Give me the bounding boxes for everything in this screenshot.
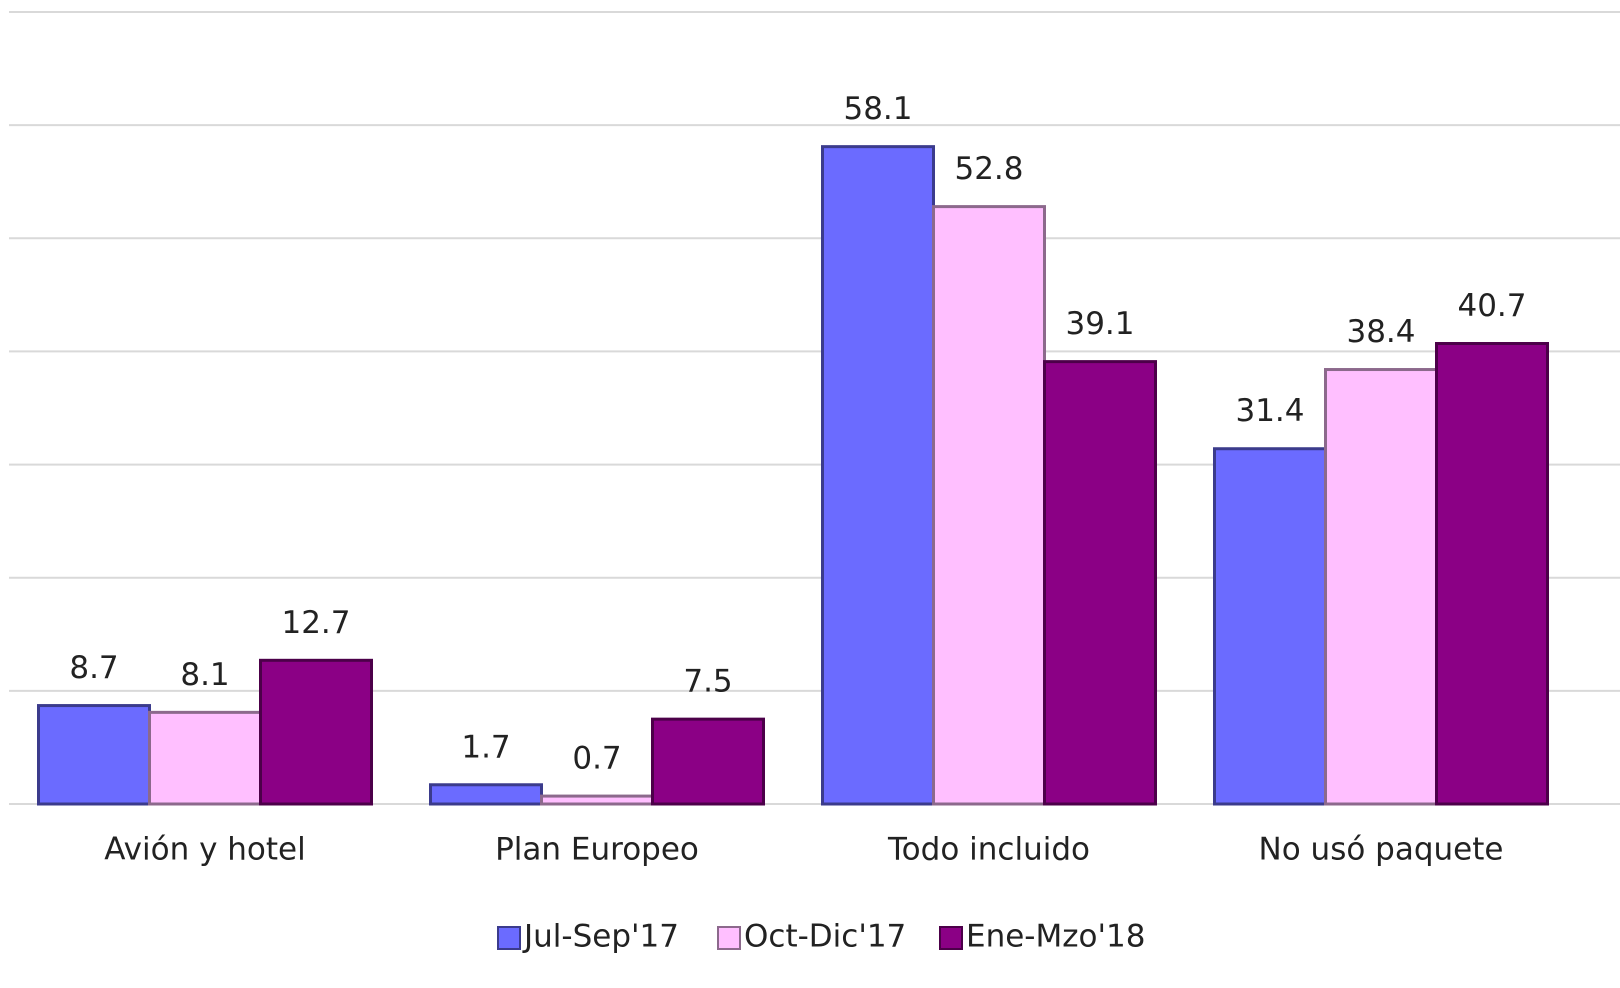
data-label: 52.8 — [954, 151, 1023, 187]
data-label: 40.7 — [1457, 288, 1526, 324]
x-tick-label: Todo incluido — [887, 832, 1090, 868]
bar — [37, 704, 151, 806]
legend-swatch — [497, 926, 521, 950]
bar — [540, 794, 654, 806]
data-label: 0.7 — [572, 741, 621, 777]
legend-swatch — [717, 926, 741, 950]
bar — [259, 658, 373, 806]
bar — [932, 205, 1046, 806]
bar — [429, 783, 543, 806]
data-label: 58.1 — [843, 91, 912, 127]
bar — [148, 710, 262, 806]
bar — [651, 717, 765, 806]
legend-label: Ene-Mzo'18 — [966, 919, 1145, 955]
data-label: 38.4 — [1346, 314, 1415, 350]
data-label: 31.4 — [1235, 393, 1304, 429]
data-label: 7.5 — [683, 664, 732, 700]
data-label: 8.7 — [69, 650, 118, 686]
data-label: 8.1 — [180, 657, 229, 693]
data-label: 1.7 — [461, 729, 510, 765]
bar — [1324, 368, 1438, 806]
bar — [1435, 342, 1549, 806]
bar — [821, 145, 935, 806]
legend-swatch — [939, 926, 963, 950]
x-tick-label: Avión y hotel — [104, 832, 305, 868]
x-tick-label: Plan Europeo — [495, 832, 699, 868]
x-tick-label: No usó paquete — [1259, 832, 1504, 868]
bar — [1213, 447, 1327, 806]
legend-label: Oct-Dic'17 — [744, 919, 906, 955]
legend-label: Jul-Sep'17 — [522, 919, 679, 955]
bar — [1043, 360, 1157, 806]
data-label: 39.1 — [1065, 306, 1134, 342]
data-label: 12.7 — [281, 605, 350, 641]
